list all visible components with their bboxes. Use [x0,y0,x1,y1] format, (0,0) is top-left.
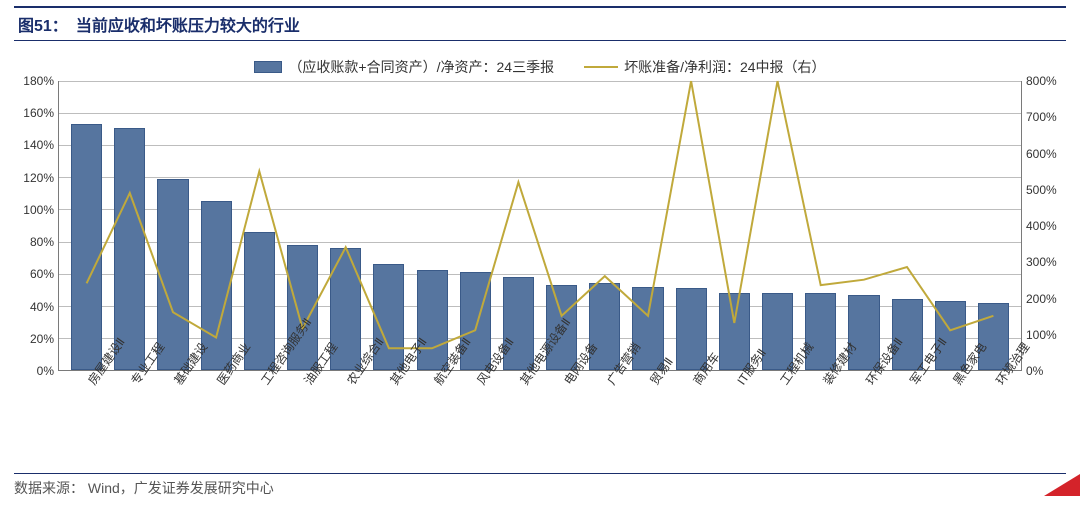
bar-slot [756,81,799,370]
bar-slot [411,81,454,370]
bar-slot [367,81,410,370]
bar-slot [151,81,194,370]
plot-area: 0%20%40%60%80%100%120%140%160%180% 0%100… [14,81,1066,441]
bar-slot [108,81,151,370]
x-axis: 房屋建设Ⅱ专业工程基础建设医药商业工程咨询服务Ⅱ油服工程农业综合Ⅱ其他电子Ⅱ航空… [58,371,1022,441]
bar [71,124,102,370]
bar-slot [972,81,1015,370]
source-text: Wind，广发证券发展研究中心 [88,480,274,496]
y-right-tick: 100% [1026,328,1057,342]
bar-slot [670,81,713,370]
x-slot: 环境治理 [973,371,1016,441]
source-prefix: 数据来源： [14,480,84,496]
y-left-tick: 180% [23,74,54,88]
bar-slot [324,81,367,370]
x-slot: 其他电源设备Ⅱ [497,371,540,441]
y-right-tick: 800% [1026,74,1057,88]
x-slot: 广告营销 [583,371,626,441]
legend-item-line: 坏账准备/净利润：24中报（右） [584,57,825,77]
figure-number: 图51： [18,12,68,36]
x-slot: 其他电子Ⅱ [367,371,410,441]
x-slot: 黑色家电 [929,371,972,441]
bar-swatch-icon [254,61,282,73]
x-slot: 基础建设 [151,371,194,441]
bar-slot [886,81,929,370]
source-row: 数据来源： Wind，广发证券发展研究中心 [14,473,1066,498]
bar-slot [454,81,497,370]
x-slot: 贸易Ⅱ [626,371,669,441]
bar-slot [583,81,626,370]
plot-region [58,81,1022,371]
y-left-tick: 60% [30,267,54,281]
x-slot: 油服工程 [280,371,323,441]
y-right-tick: 200% [1026,292,1057,306]
x-slot: 电网设备 [540,371,583,441]
y-axis-left: 0%20%40%60%80%100%120%140%160%180% [14,81,58,371]
line-swatch-icon [584,66,618,68]
bar-slot [195,81,238,370]
x-slot: 风电设备Ⅱ [453,371,496,441]
x-slot: 工程机械 [756,371,799,441]
bar-slot [929,81,972,370]
bar-slot [65,81,108,370]
x-slot: 房屋建设Ⅱ [64,371,107,441]
y-right-tick: 400% [1026,219,1057,233]
bar-slot [713,81,756,370]
y-left-tick: 160% [23,106,54,120]
bar-slot [799,81,842,370]
y-right-tick: 600% [1026,147,1057,161]
y-left-tick: 120% [23,171,54,185]
y-left-tick: 0% [37,364,54,378]
corner-triangle-icon [1044,474,1080,496]
x-slot: IT服务Ⅱ [713,371,756,441]
y-left-tick: 100% [23,203,54,217]
figure-title: 当前应收和坏账压力较大的行业 [76,12,300,36]
y-left-tick: 40% [30,300,54,314]
bar [157,179,188,370]
y-right-tick: 300% [1026,255,1057,269]
figure-container: 图51： 当前应收和坏账压力较大的行业 （应收账款+合同资产）/净资产：24三季… [0,0,1080,520]
y-right-tick: 0% [1026,364,1043,378]
x-slot: 农业综合Ⅱ [324,371,367,441]
y-right-tick: 700% [1026,110,1057,124]
y-left-tick: 80% [30,235,54,249]
x-slot: 商用车 [670,371,713,441]
legend-item-bar: （应收账款+合同资产）/净资产：24三季报 [254,57,554,77]
x-slot: 工程咨询服务Ⅱ [237,371,280,441]
figure-title-bar: 图51： 当前应收和坏账压力较大的行业 [14,6,1066,41]
x-slot: 装修建材 [800,371,843,441]
legend-bar-label: （应收账款+合同资产）/净资产：24三季报 [288,57,554,77]
x-slot: 专业工程 [107,371,150,441]
bar-slot [497,81,540,370]
bar-slot [842,81,885,370]
bars-layer [59,81,1021,370]
x-slot: 军工电子Ⅱ [886,371,929,441]
y-axis-right: 0%100%200%300%400%500%600%700%800% [1022,81,1066,371]
y-right-tick: 500% [1026,183,1057,197]
x-slot: 航空装备Ⅱ [410,371,453,441]
x-slot: 环保设备Ⅱ [843,371,886,441]
x-slot: 医药商业 [194,371,237,441]
legend-line-label: 坏账准备/净利润：24中报（右） [624,57,825,77]
y-left-tick: 140% [23,138,54,152]
bar [114,128,145,370]
y-left-tick: 20% [30,332,54,346]
bar-slot [626,81,669,370]
bar-slot [238,81,281,370]
legend: （应收账款+合同资产）/净资产：24三季报 坏账准备/净利润：24中报（右） [14,57,1066,77]
